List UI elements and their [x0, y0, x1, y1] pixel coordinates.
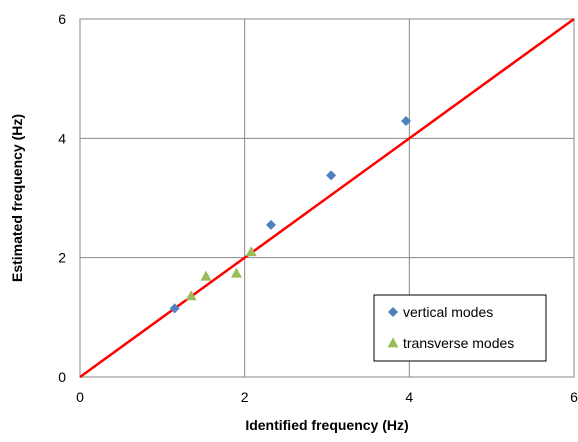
y-tick-label: 0 — [58, 369, 66, 385]
data-points — [169, 116, 412, 314]
legend-items: vertical modes transverse modes — [387, 304, 514, 351]
reference-line — [79, 17, 575, 379]
vertical-modes-point — [401, 116, 412, 127]
legend-marker-transverse-modes — [387, 337, 399, 348]
legend-box — [373, 294, 547, 362]
x-tick-label: 6 — [570, 389, 578, 405]
vertical-modes-point — [169, 303, 180, 314]
x-tick-label: 4 — [405, 389, 413, 405]
tick-labels: 0 2 4 6 0 2 4 6 — [58, 11, 578, 405]
transverse-modes-point — [200, 270, 212, 281]
x-tick-label: 2 — [241, 389, 249, 405]
x-tick-label: 0 — [76, 389, 84, 405]
reference-line-group — [79, 17, 575, 379]
y-tick-label: 4 — [58, 130, 66, 146]
legend-label: transverse modes — [403, 335, 514, 351]
legend-marker-vertical-modes — [388, 307, 398, 317]
vertical-modes-point — [266, 219, 277, 230]
transverse-modes-point — [230, 267, 242, 278]
y-tick-label: 6 — [58, 11, 66, 27]
y-tick-label: 2 — [58, 250, 66, 266]
legend: vertical modes transverse modes — [373, 294, 547, 362]
plot-area — [79, 18, 575, 378]
legend-label: vertical modes — [403, 304, 493, 320]
transverse-modes-point — [245, 246, 257, 257]
vertical-modes-point — [326, 170, 337, 181]
transverse-modes-point — [185, 290, 197, 301]
x-axis-title: Identified frequency (Hz) — [245, 417, 408, 433]
y-axis-title: Estimated frequency (Hz) — [9, 114, 25, 282]
